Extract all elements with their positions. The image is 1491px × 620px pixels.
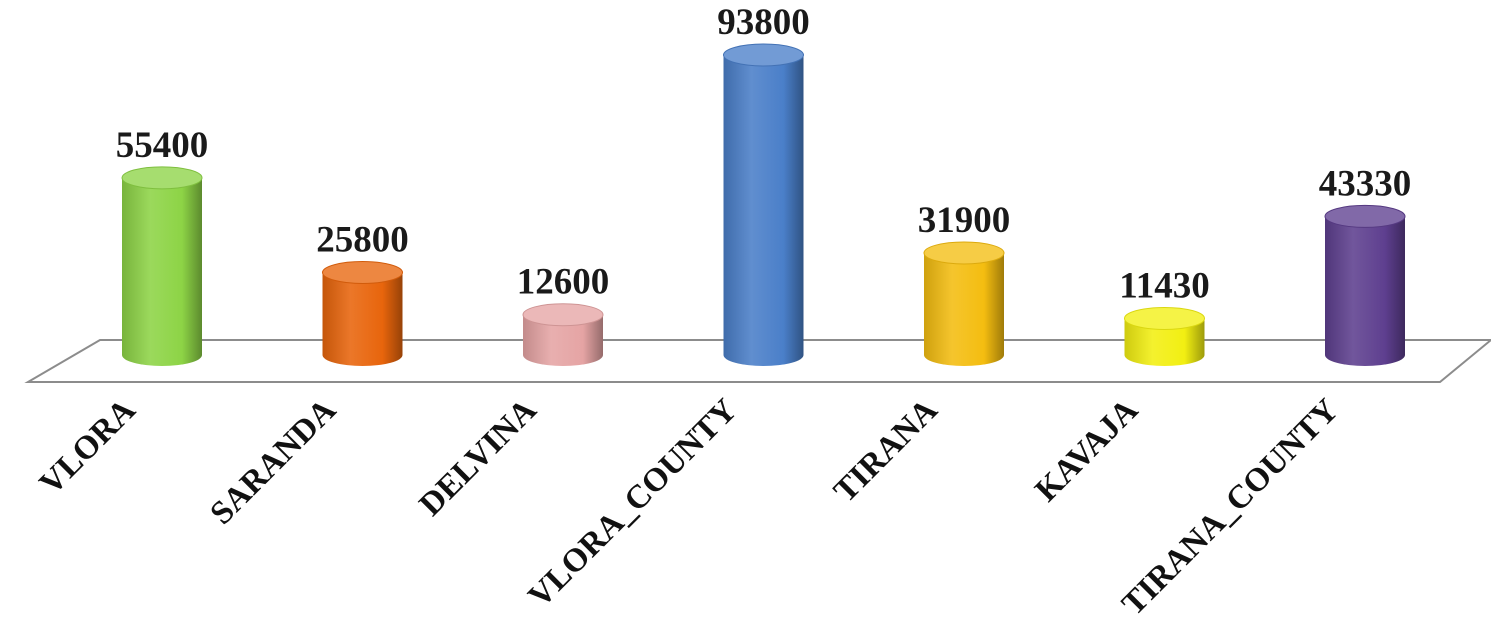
category-label-tirana: TIRANA (827, 392, 945, 510)
bar-delvina (522, 303, 604, 366)
bar-body-tirana-county (1325, 216, 1405, 366)
bar-top-kavaja (1124, 306, 1205, 330)
category-label-vlora-county: VLORA_COUNTY (522, 392, 745, 615)
bar-top-tirana (923, 241, 1005, 265)
bar-top-saranda (322, 260, 403, 284)
bar-vlora-county (723, 43, 804, 366)
bar-tirana-county (1324, 204, 1406, 366)
bar-top-tirana-county (1324, 204, 1406, 228)
value-label-saranda: 25800 (316, 219, 409, 260)
bar-body-kavaja (1124, 318, 1205, 366)
value-label-vlora-county: 93800 (717, 2, 810, 43)
bar-body-tirana (924, 252, 1004, 366)
bar-top-delvina (522, 303, 604, 327)
bar-body-vlora (122, 177, 202, 366)
category-label-vlora: VLORA (33, 392, 143, 502)
value-label-tirana: 31900 (918, 200, 1011, 241)
bars-group (121, 43, 1406, 366)
bar-top-vlora (121, 166, 203, 190)
value-label-vlora: 55400 (116, 125, 209, 166)
value-label-kavaja: 11430 (1119, 265, 1209, 306)
value-label-delvina: 12600 (517, 262, 610, 303)
category-label-kavaja: KAVAJA (1028, 392, 1145, 509)
value-label-tirana-county: 43330 (1319, 163, 1412, 204)
category-label-tirana-county: TIRANA_COUNTY (1115, 392, 1345, 620)
category-label-delvina: DELVINA (413, 392, 544, 523)
bar-kavaja (1124, 306, 1205, 366)
bar-body-saranda (322, 272, 403, 366)
bar-top-vlora-county (723, 43, 804, 67)
category-label-saranda: SARANDA (204, 392, 344, 532)
bar-body-delvina (523, 314, 603, 366)
value-labels-group: 55400 25800 12600 93800 31900 11430 43330 (116, 2, 1412, 306)
bar-body-vlora-county (723, 55, 804, 366)
bar-tirana (923, 241, 1005, 366)
bar-saranda (322, 260, 403, 366)
bar-vlora (121, 166, 203, 366)
